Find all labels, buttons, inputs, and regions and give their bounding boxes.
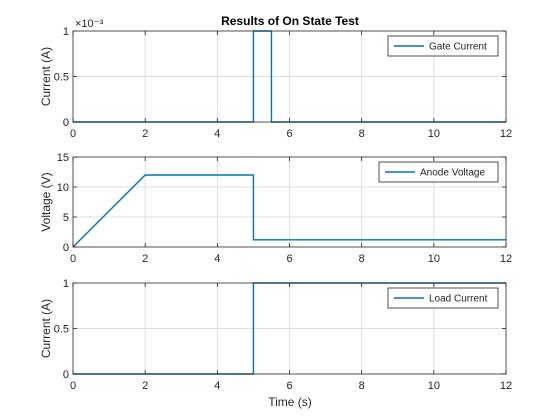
x-tick-label: 4 [214, 128, 220, 140]
y-axis-label: Current (A) [39, 47, 53, 106]
x-tick-label: 8 [359, 128, 365, 140]
legend: Gate Current [387, 35, 499, 57]
x-tick-label: 6 [286, 380, 292, 392]
y-tick-label: 0 [63, 369, 69, 381]
x-tick-label: 12 [500, 253, 512, 265]
x-tick-label: 2 [142, 380, 148, 392]
subplot-2: 0 2 4 6 8 10 12 0 5 10 15 Voltage (V) Anode Voltage [39, 152, 512, 265]
x-tick-label: 10 [428, 128, 440, 140]
subplot-1: 0 2 4 6 8 10 12 0 0.5 1 ×10⁻³ Current (A) Gate Curre… [39, 18, 512, 140]
x-tick-label: 10 [428, 253, 440, 265]
x-tick-label: 6 [286, 253, 292, 265]
legend-entry: Gate Current [429, 42, 487, 53]
x-tick-label: 10 [428, 380, 440, 392]
x-tick-label: 12 [500, 128, 512, 140]
x-tick-label: 2 [142, 128, 148, 140]
x-tick-label: 0 [70, 128, 76, 140]
y-tick-label: 15 [57, 152, 69, 164]
y-tick-label: 0.5 [54, 324, 69, 336]
y-tick-label: 10 [57, 182, 69, 194]
y-tick-label: 1 [63, 26, 69, 38]
y-tick-label: 0 [63, 117, 69, 129]
x-tick-label: 0 [70, 253, 76, 265]
x-tick-label: 6 [286, 128, 292, 140]
x-tick-label: 4 [214, 380, 220, 392]
series-line-anode-voltage [72, 174, 506, 248]
legend-box [378, 161, 499, 183]
x-tick-label: 8 [359, 380, 365, 392]
y-exponent-label: ×10⁻³ [75, 18, 103, 30]
y-tick-label: 1 [63, 278, 69, 290]
y-axis-label: Voltage (V) [39, 172, 53, 231]
legend-box [387, 287, 499, 309]
subplot-3: 0 2 4 6 8 10 12 0 0.5 1 Current (A) Load Current [39, 278, 512, 392]
x-tick-label: 4 [214, 253, 220, 265]
legend-box [387, 35, 499, 57]
figure-title: Results of On State Test [221, 14, 359, 28]
x-axis-label: Time (s) [268, 395, 312, 409]
legend: Anode Voltage [378, 161, 499, 183]
y-tick-label: 0 [63, 242, 69, 254]
legend-entry: Anode Voltage [420, 168, 485, 179]
x-tick-label: 0 [70, 380, 76, 392]
x-tick-label: 2 [142, 253, 148, 265]
legend: Load Current [387, 287, 499, 309]
x-tick-label: 12 [500, 380, 512, 392]
x-tick-label: 8 [359, 253, 365, 265]
y-axis-label: Current (A) [39, 299, 53, 358]
y-tick-label: 0.5 [54, 72, 69, 84]
legend-entry: Load Current [429, 294, 488, 305]
y-tick-label: 5 [63, 212, 69, 224]
